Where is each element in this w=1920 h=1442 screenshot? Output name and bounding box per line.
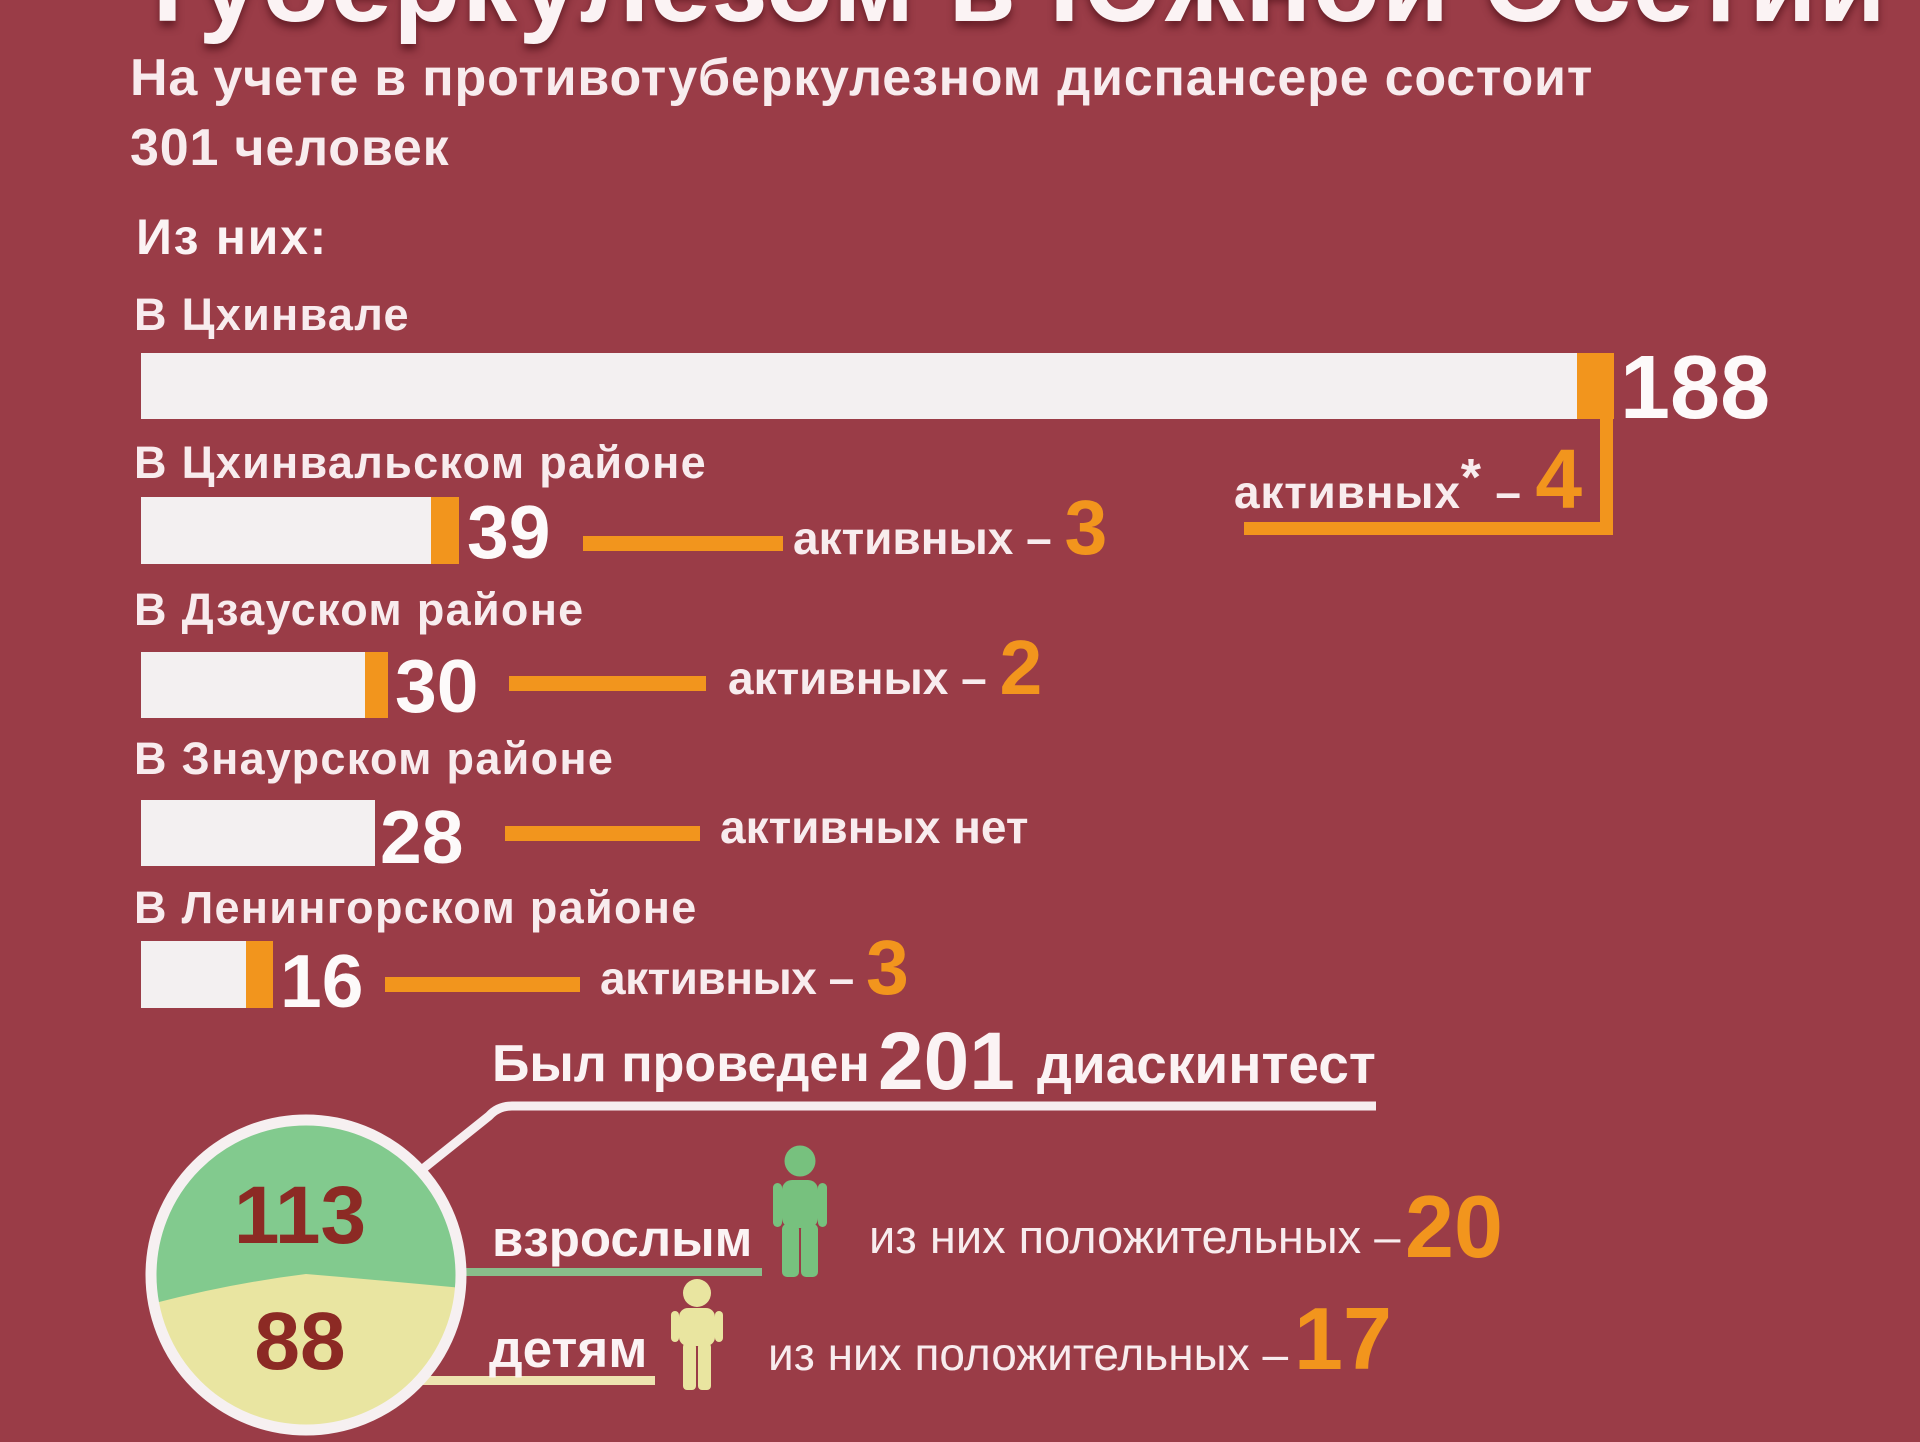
svg-text:113: 113 [234,1170,366,1261]
svg-text:88: 88 [254,1296,345,1387]
